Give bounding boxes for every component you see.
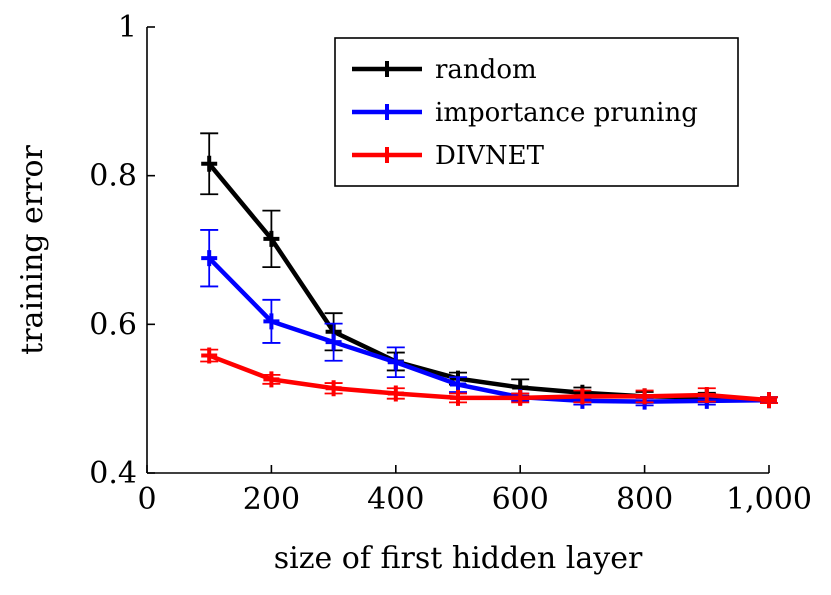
y-tick-label: 1 — [118, 10, 137, 45]
axes: 0 200 400 600 800 1,000 0.4 0.6 0.8 1 — [89, 10, 812, 517]
legend-label: DIVNET — [435, 141, 545, 171]
legend-box — [334, 37, 739, 187]
series-layer — [200, 132, 778, 410]
data-point — [263, 230, 280, 247]
data-point — [636, 388, 653, 405]
legend-label: random — [435, 55, 537, 85]
data-point — [263, 313, 280, 330]
data-point — [387, 354, 404, 371]
data-point — [201, 347, 218, 364]
data-point — [201, 155, 218, 172]
legend-label: importance pruning — [435, 98, 698, 128]
series-line — [207, 256, 770, 404]
x-tick-label: 400 — [367, 482, 424, 517]
data-point — [450, 376, 466, 393]
x-tick-label: 1,000 — [726, 482, 812, 517]
x-tick-label: 800 — [616, 482, 673, 517]
legend-marker — [379, 147, 395, 163]
y-tick-label: 0.8 — [89, 159, 137, 194]
series-line — [208, 353, 770, 403]
data-point — [512, 389, 529, 406]
data-point — [201, 250, 218, 267]
data-point — [698, 386, 715, 403]
data-point — [325, 334, 342, 351]
x-tick-label: 0 — [137, 482, 156, 517]
data-point — [574, 388, 591, 405]
x-tick-label: 200 — [243, 482, 300, 517]
x-tick-label: 600 — [492, 482, 549, 517]
y-tick-label: 0.4 — [89, 456, 137, 491]
series-line — [207, 162, 770, 403]
series-divnet — [200, 347, 778, 409]
data-point — [450, 389, 466, 406]
legend: random importance pruning DIVNET — [334, 37, 739, 187]
x-axis-label: size of first hidden layer — [274, 541, 643, 576]
data-point — [325, 380, 342, 397]
legend-marker — [379, 61, 395, 77]
y-axis-label: training error — [15, 145, 50, 355]
data-point — [761, 392, 777, 409]
data-point — [387, 385, 404, 402]
y-tick-label: 0.6 — [89, 307, 137, 342]
data-point — [263, 371, 280, 388]
legend-marker — [379, 104, 395, 120]
